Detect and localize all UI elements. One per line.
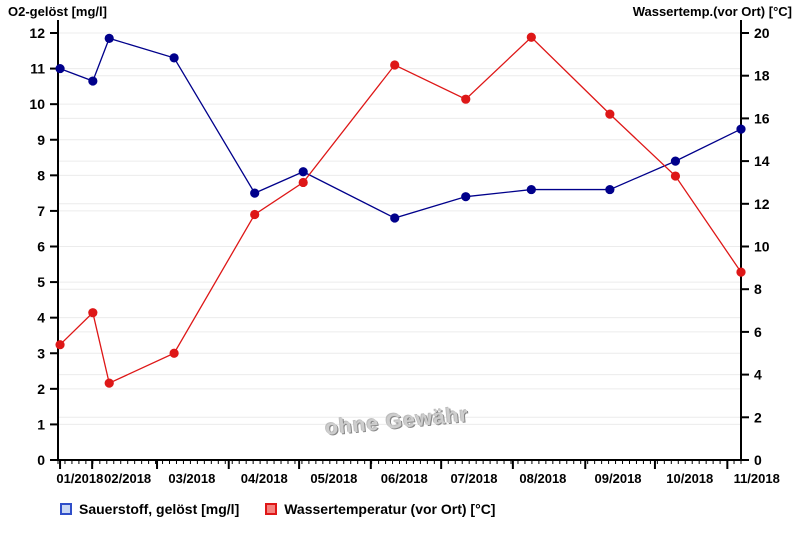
x-tick-label: 04/2018 xyxy=(241,471,288,486)
legend-label: Sauerstoff, gelöst [mg/l] xyxy=(79,501,240,517)
right-axis-title: Wassertemp.(vor Ort) [°C] xyxy=(632,4,792,19)
data-point xyxy=(104,33,114,43)
y-right-tick-label: 12 xyxy=(754,196,770,212)
x-tick-label: 11/2018 xyxy=(734,471,780,486)
x-tick-label: 02/2018 xyxy=(104,471,151,486)
x-tick-label: 09/2018 xyxy=(595,471,642,486)
chart-legend: Sauerstoff, gelöst [mg/l] Wassertemperatu… xyxy=(60,501,495,517)
y-right-tick-label: 14 xyxy=(754,153,770,169)
data-point xyxy=(670,171,681,181)
x-tick-labels: 01/2018 02/2018 03/2018 04/2018 05/2018 06/20… xyxy=(56,471,779,486)
data-point xyxy=(736,267,746,277)
x-tick-label: 05/2018 xyxy=(310,471,357,486)
y-left-tick-label: 3 xyxy=(37,345,45,361)
data-point xyxy=(169,348,179,358)
data-point xyxy=(104,378,114,388)
y-right-tick-label: 8 xyxy=(754,281,762,297)
y-right-tick-label: 20 xyxy=(754,25,770,41)
legend-swatch-icon xyxy=(265,503,278,515)
data-point xyxy=(88,76,98,86)
data-point xyxy=(55,340,65,350)
data-point xyxy=(169,53,179,63)
x-tick-label: 01/2018 xyxy=(56,471,103,486)
data-point xyxy=(670,156,681,166)
y-right-tick-label: 4 xyxy=(754,367,762,383)
y-left-tick-label: 6 xyxy=(37,239,45,255)
x-major-ticks xyxy=(59,460,729,469)
data-point xyxy=(605,109,615,119)
x-tick-label: 10/2018 xyxy=(666,471,713,486)
y-left-tick-label: 12 xyxy=(29,25,45,41)
y-left-tick-label: 5 xyxy=(37,274,45,290)
y-left-tick-label: 11 xyxy=(30,61,45,77)
y-right-tick-label: 18 xyxy=(754,68,770,84)
y-right-tick-label: 10 xyxy=(754,239,770,255)
y-right-tick-label: 16 xyxy=(754,110,770,126)
data-point xyxy=(461,192,471,202)
x-tick-label: 08/2018 xyxy=(519,471,566,486)
data-point xyxy=(526,32,536,42)
legend-item-0: Sauerstoff, gelöst [mg/l] xyxy=(60,501,239,517)
data-point xyxy=(250,188,260,198)
data-point xyxy=(390,213,400,223)
data-point xyxy=(390,60,400,70)
x-tick-label: 06/2018 xyxy=(381,471,428,486)
y-right-tick-label: 0 xyxy=(754,452,762,468)
y-left-tick-label: 1 xyxy=(37,416,45,432)
x-tick-label: 07/2018 xyxy=(450,471,497,486)
data-point xyxy=(298,167,308,177)
y-left-tick-label: 4 xyxy=(37,310,45,326)
gridlines xyxy=(58,32,741,425)
data-point xyxy=(88,308,98,318)
data-point xyxy=(526,184,536,195)
data-point xyxy=(55,63,65,74)
y-right-tick-label: 6 xyxy=(754,324,762,340)
y-left-tick-label: 7 xyxy=(37,203,45,219)
legend-label: Wassertemperatur (vor Ort) [°C] xyxy=(284,501,496,517)
y-left-tick-label: 9 xyxy=(37,132,45,148)
x-tick-label: 03/2018 xyxy=(168,471,215,486)
legend-item-1: Wassertemperatur (vor Ort) [°C] xyxy=(265,501,495,517)
y-right-tick-label: 2 xyxy=(754,409,762,425)
data-point xyxy=(298,177,308,188)
series-oxygen xyxy=(55,33,746,223)
y-left-tick-label: 2 xyxy=(37,381,45,397)
data-point xyxy=(461,94,471,104)
data-point xyxy=(605,184,615,195)
y-left-tick-label: 0 xyxy=(37,452,45,468)
left-axis-title: O2-gelöst [mg/l] xyxy=(8,4,107,19)
axes xyxy=(57,20,742,461)
data-point xyxy=(736,124,746,134)
legend-swatch-icon xyxy=(60,503,72,515)
y-right-ticks: 0 2 4 6 8 10 12 14 16 18 20 xyxy=(741,25,770,468)
y-left-tick-label: 10 xyxy=(29,96,45,112)
y-left-tick-label: 8 xyxy=(37,167,45,183)
series-temperature xyxy=(55,32,746,388)
data-point xyxy=(250,209,260,220)
